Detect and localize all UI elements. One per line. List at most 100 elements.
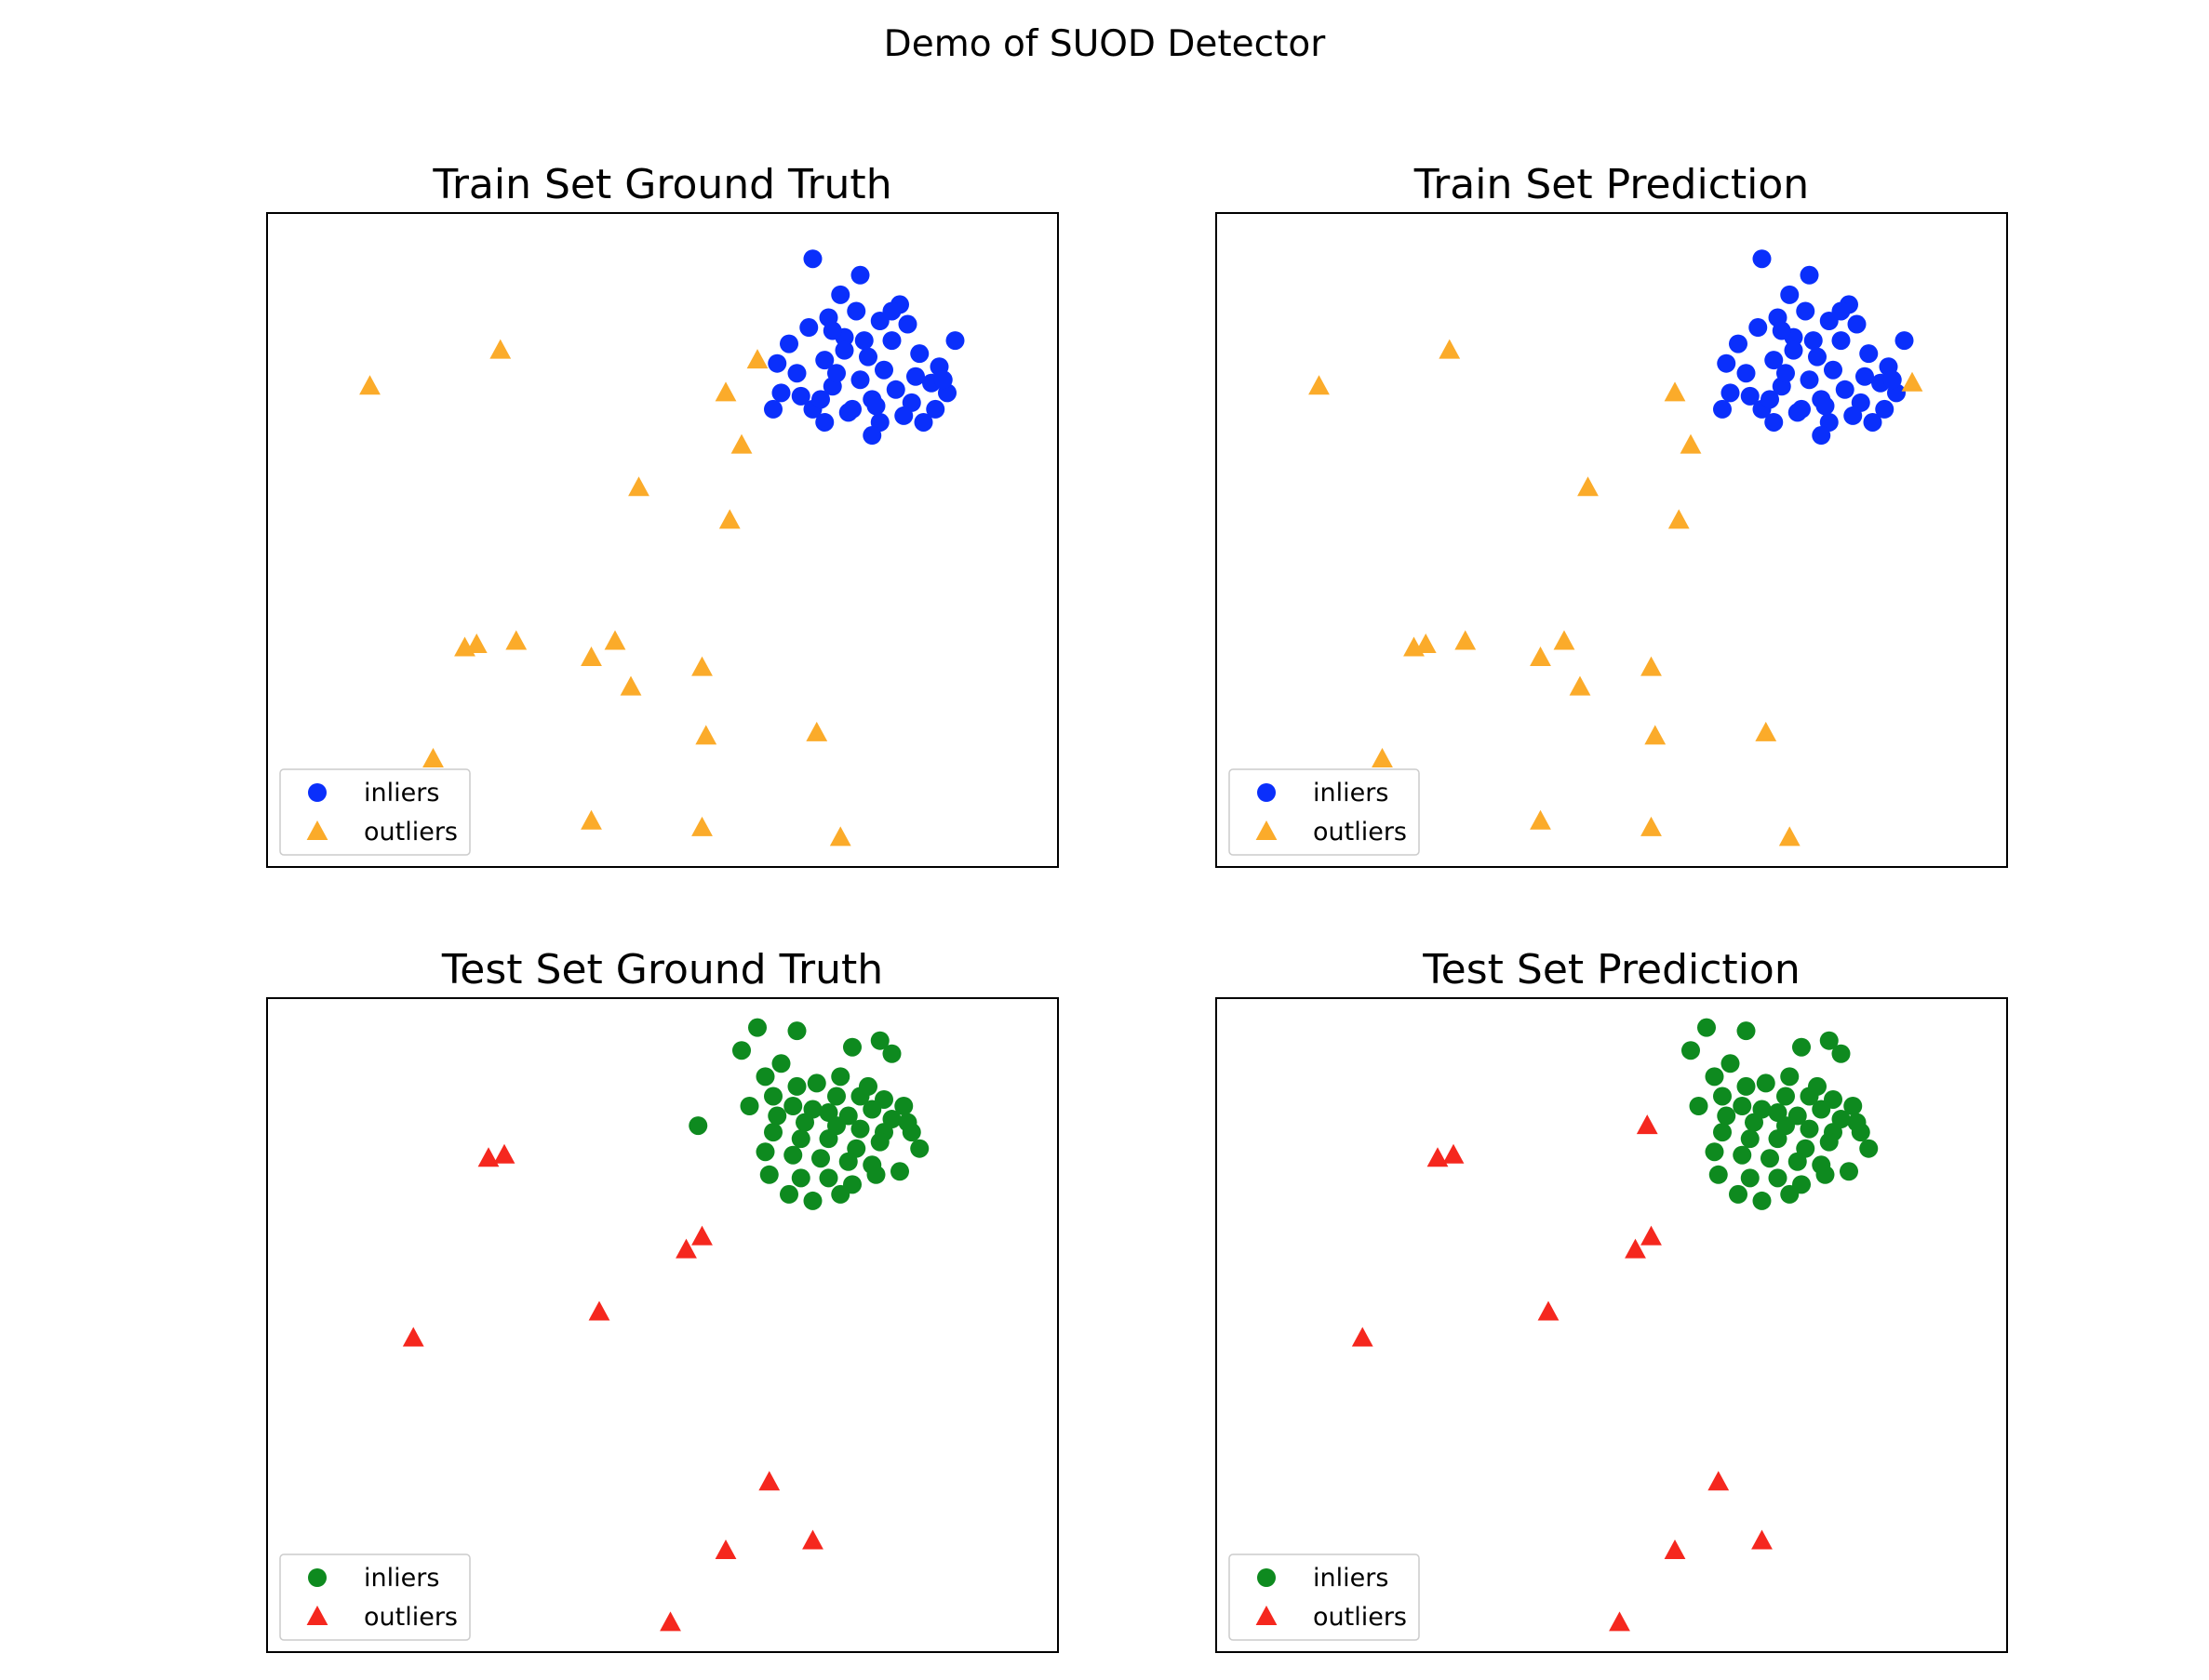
test-set-ground-truth-inliers-point-40 (791, 1168, 810, 1188)
train-set-prediction-outliers-point-2 (1664, 381, 1686, 402)
train-set-prediction-inliers-point-14 (1894, 331, 1914, 351)
train-set-prediction-outliers-point-7 (1414, 633, 1437, 653)
train-set-prediction-inliers-point-46 (1761, 390, 1779, 409)
test-set-ground-truth-outliers-point-9 (660, 1611, 681, 1632)
test-set-ground-truth-inliers-point-4 (870, 1031, 890, 1050)
test-set-prediction-legend-outliers-marker (1255, 1606, 1278, 1625)
train-set-prediction-outliers-point-4 (1680, 433, 1702, 454)
train-set-prediction-outliers-point-19 (1778, 826, 1801, 847)
test-set-ground-truth-inliers-point-28 (764, 1123, 783, 1142)
train-set-ground-truth-outliers-point-10 (604, 630, 626, 650)
train-set-ground-truth-series-inliers (764, 249, 965, 446)
train-set-ground-truth-inliers-point-47 (906, 367, 925, 386)
test-set-ground-truth-outliers-point-0 (477, 1147, 500, 1167)
test-set-ground-truth-outliers-point-4 (588, 1300, 610, 1321)
train-set-prediction-inliers-point-15 (1736, 364, 1756, 383)
train-set-ground-truth-outliers-point-18 (691, 816, 713, 836)
test-set-prediction-inliers-point-38 (1840, 1162, 1858, 1181)
test-set-prediction-inliers-point-50 (1780, 1067, 1800, 1087)
train-set-ground-truth-outliers-point-9 (505, 630, 528, 650)
train-set-prediction-inliers-point-38 (1772, 321, 1791, 340)
test-set-ground-truth-inliers-point-5 (882, 1044, 902, 1063)
train-set-prediction-inliers-point-27 (1863, 412, 1882, 432)
test-set-ground-truth-inliers-point-44 (780, 1184, 798, 1204)
test-set-prediction-outliers-point-4 (1625, 1238, 1646, 1259)
train-set-ground-truth-inliers-point-42 (847, 301, 866, 321)
train-set-ground-truth-inliers-point-27 (914, 412, 933, 432)
train-set-ground-truth-outliers-point-2 (715, 381, 737, 402)
test-set-ground-truth-inliers-point-0 (748, 1018, 767, 1037)
train-set-ground-truth-inliers-point-10 (815, 351, 835, 370)
train-set-prediction-outliers-point-8 (1403, 636, 1425, 657)
train-set-prediction-inliers-point-11 (1808, 347, 1827, 367)
train-set-prediction-outliers-point-12 (1640, 656, 1662, 676)
train-set-prediction-outliers-point-18 (1640, 816, 1662, 836)
train-set-prediction-inliers-point-1 (1752, 249, 1772, 269)
train-set-ground-truth-inliers-point-17 (850, 370, 870, 390)
test-set-prediction-series-inliers (1681, 1018, 1879, 1210)
train-set-prediction-inliers-point-10 (1764, 351, 1784, 370)
train-set-ground-truth-inliers-point-44 (933, 370, 953, 390)
test-set-ground-truth-inliers-point-8 (807, 1073, 826, 1093)
test-set-prediction-inliers-point-45 (1752, 1191, 1772, 1210)
figure-suptitle: Demo of SUOD Detector (884, 23, 1327, 65)
train-set-prediction-outliers-point-15 (1755, 721, 1777, 741)
train-set-prediction-outliers-point-9 (1454, 630, 1477, 650)
train-set-prediction-outliers-point-10 (1553, 630, 1575, 650)
train-set-prediction-legend-inliers-marker (1257, 783, 1276, 802)
test-set-ground-truth-inliers-point-22 (796, 1113, 814, 1132)
test-set-prediction-inliers-point-1 (1736, 1021, 1756, 1041)
train-set-prediction-inliers-point-6 (1831, 331, 1851, 351)
test-set-ground-truth-inliers-point-24 (850, 1119, 870, 1139)
test-set-prediction-inliers-point-30 (1768, 1129, 1787, 1149)
test-set-ground-truth-subplot: Test Set Ground Truth inliers outliers (266, 946, 1059, 1653)
train-set-ground-truth-outliers-point-16 (422, 748, 444, 768)
train-set-prediction-outliers-point-5 (1577, 476, 1599, 497)
train-set-ground-truth-legend: inliers outliers (279, 768, 471, 856)
test-set-ground-truth-inliers-point-35 (811, 1149, 830, 1168)
train-set-prediction-inliers-point-2 (1780, 285, 1800, 304)
test-set-ground-truth-inliers-point-14 (764, 1087, 783, 1106)
train-set-prediction-outliers-point-11 (1530, 647, 1551, 667)
test-set-prediction-inliers-point-19 (1812, 1100, 1831, 1119)
test-set-ground-truth-inliers-point-47 (689, 1116, 708, 1136)
test-set-prediction-inliers-point-8 (1756, 1073, 1775, 1093)
test-set-prediction-inliers-point-21 (1717, 1106, 1736, 1126)
train-set-prediction-subplot: Train Set Prediction inliers outliers (1215, 161, 2008, 868)
train-set-ground-truth-inliers-point-21 (764, 399, 783, 419)
train-set-ground-truth-inliers-point-30 (791, 386, 810, 406)
train-set-prediction-legend: inliers outliers (1228, 768, 1420, 856)
test-set-prediction-legend-outliers-label: outliers (1313, 1603, 1407, 1632)
test-set-prediction-inliers-point-0 (1697, 1018, 1716, 1037)
test-set-ground-truth-legend-outliers-label: outliers (364, 1603, 458, 1632)
train-set-prediction-inliers-point-42 (1796, 301, 1815, 321)
train-set-ground-truth-inliers-point-33 (882, 301, 902, 321)
test-set-prediction-legend-inliers-label: inliers (1313, 1564, 1388, 1593)
train-set-ground-truth-outliers-point-0 (359, 375, 381, 395)
train-set-prediction-inliers-point-39 (1824, 360, 1842, 380)
test-set-ground-truth-inliers-point-46 (831, 1184, 850, 1204)
test-set-ground-truth-inliers-point-32 (870, 1132, 890, 1152)
test-set-ground-truth-legend-inliers-label: inliers (364, 1564, 439, 1593)
train-set-prediction-axes-frame (1215, 212, 2008, 868)
train-set-ground-truth-inliers-point-8 (780, 334, 798, 353)
test-set-ground-truth-inliers-point-6 (771, 1054, 791, 1073)
train-set-prediction-inliers-point-31 (1784, 340, 1803, 360)
train-set-prediction-legend-outliers-label: outliers (1313, 818, 1407, 847)
train-set-prediction-series-inliers (1713, 249, 1914, 446)
test-set-ground-truth-inliers-point-30 (819, 1129, 838, 1149)
test-set-prediction-inliers-point-46 (1780, 1184, 1800, 1204)
test-set-prediction-inliers-point-29 (1740, 1129, 1760, 1149)
test-set-ground-truth-legend: inliers outliers (279, 1553, 471, 1641)
test-set-ground-truth-inliers-point-33 (756, 1142, 775, 1162)
test-set-prediction-inliers-point-43 (1815, 1165, 1835, 1184)
train-set-ground-truth-inliers-point-41 (799, 318, 819, 338)
test-set-prediction-inliers-point-44 (1729, 1184, 1747, 1204)
test-set-ground-truth-inliers-point-38 (890, 1162, 909, 1181)
test-set-ground-truth-outliers-point-6 (758, 1471, 781, 1491)
test-set-ground-truth-inliers-point-3 (843, 1037, 862, 1057)
test-set-ground-truth-series-outliers (402, 1143, 823, 1632)
train-set-prediction-outliers-point-14 (1644, 725, 1667, 745)
train-set-ground-truth-inliers-point-45 (866, 396, 886, 416)
train-set-ground-truth-outliers-point-19 (829, 826, 851, 847)
